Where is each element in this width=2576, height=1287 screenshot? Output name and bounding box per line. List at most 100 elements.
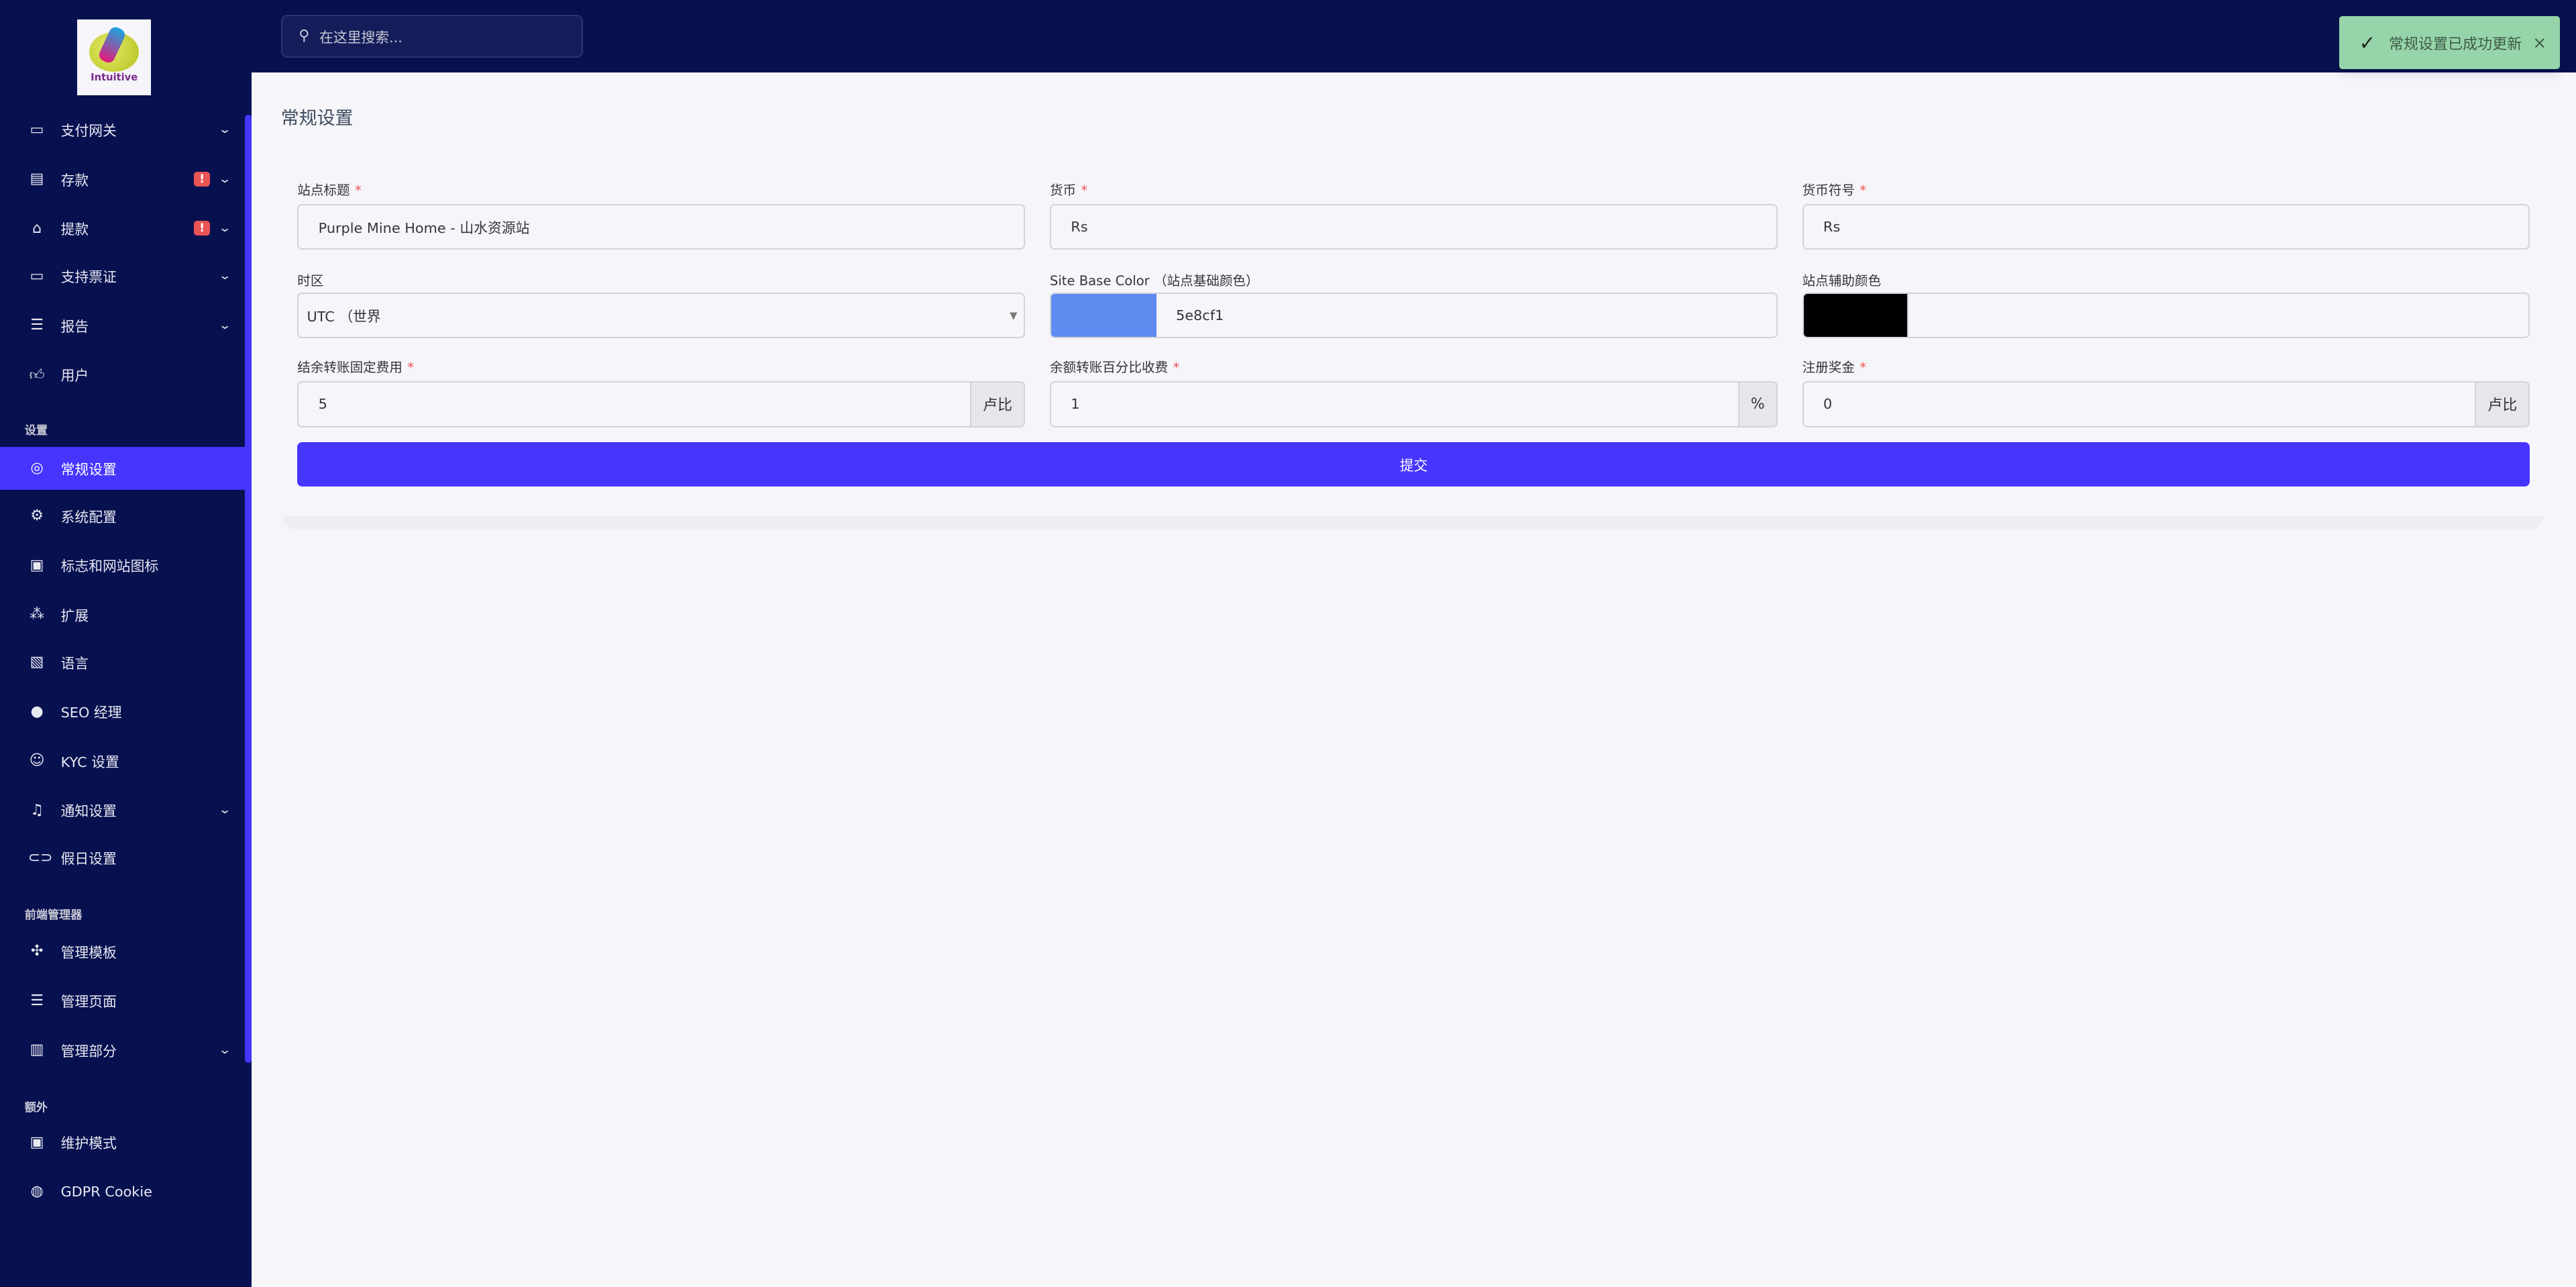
currency-suffix: 卢比: [2475, 382, 2529, 426]
robot-icon: ▣: [30, 1133, 44, 1151]
sidebar-item[interactable]: ✣ 管理模板: [0, 930, 245, 973]
bank-icon: ⌂: [32, 219, 42, 237]
search-placeholder: 在这里搜索...: [319, 29, 402, 46]
sidebar-item-label: SEO 经理: [60, 705, 122, 721]
globe-icon: ●: [30, 703, 44, 720]
language-icon: ▧: [30, 654, 44, 671]
alert-badge: !: [193, 171, 211, 187]
currency-symbol-label: 货币符号 *: [1802, 182, 1867, 198]
sidebar-item[interactable]: ☰ 报告 ⌄: [0, 304, 245, 347]
sidebar-item-label: 报告: [60, 318, 89, 335]
sidebar-item[interactable]: ☺ KYC 设置: [0, 739, 245, 782]
sidebar-item-label: 存款: [60, 172, 89, 189]
sidebar-item-label: 维护模式: [60, 1135, 117, 1152]
sidebar-item-label: 管理部分: [60, 1043, 117, 1060]
puzzle-icon: ✣: [30, 943, 44, 960]
sidebar-item[interactable]: ◎ 常规设置: [0, 447, 245, 490]
search-icon: ⚲: [299, 28, 310, 45]
sidebar-item[interactable]: ▣ 标志和网站图标: [0, 544, 245, 587]
list-icon: ☰: [30, 992, 44, 1009]
fixed-charge-label: 结余转账固定费用 *: [297, 360, 415, 376]
base-color-swatch[interactable]: [1051, 293, 1157, 338]
sidebar-item-label: 语言: [60, 655, 89, 672]
chevron-down-icon: ⌄: [218, 172, 232, 186]
sidebar-section-label: 前端管理器: [24, 909, 83, 923]
submit-button[interactable]: 提交: [297, 442, 2530, 486]
logo[interactable]: Intuitive: [77, 19, 152, 96]
page-title: 常规设置: [280, 108, 354, 130]
chevron-down-icon: ⌄: [218, 1043, 232, 1057]
gear-icon: ⚙: [30, 507, 44, 525]
check-icon: ✓: [2359, 31, 2376, 54]
chevron-down-icon: ⌄: [218, 269, 232, 283]
search-input[interactable]: ⚲ 在这里搜索...: [280, 15, 584, 58]
sidebar-item[interactable]: ● SEO 经理: [0, 690, 245, 733]
chevron-down-icon: ⌄: [218, 803, 232, 817]
sidebar-item-label: 常规设置: [60, 461, 117, 478]
sidebar-item-label: 管理页面: [60, 994, 117, 1011]
cubes-icon: ⁂: [30, 606, 45, 623]
chevron-down-icon: ⌄: [218, 318, 232, 332]
html5-icon: ▥: [30, 1041, 44, 1059]
sidebar-item[interactable]: ▥ 管理部分 ⌄: [0, 1029, 245, 1072]
image-icon: ▣: [30, 556, 44, 574]
sidebar-item-label: 假日设置: [60, 851, 117, 868]
list-icon: ☰: [30, 317, 44, 334]
logo-text: Intuitive: [91, 71, 138, 83]
sidebar-item[interactable]: ♫ 通知设置 ⌄: [0, 789, 245, 832]
ticket-icon: ▭: [30, 267, 44, 285]
sidebar-item[interactable]: ▧ 语言: [0, 641, 245, 684]
percent-suffix: %: [1737, 382, 1776, 426]
dropdown-arrow-icon: ▼: [1010, 309, 1018, 321]
sidebar-item-label: 支持票证: [60, 269, 117, 286]
sidebar-item-label: 通知设置: [60, 803, 117, 820]
currency-suffix: 卢比: [969, 382, 1024, 426]
sidebar-item[interactable]: ▭ 支付网关 ⌄: [0, 109, 245, 152]
sidebar-scrollbar[interactable]: [244, 115, 252, 1064]
currency-symbol-input[interactable]: Rs: [1802, 203, 2530, 250]
chevron-down-icon: ⌄: [218, 123, 232, 137]
sidebar-item[interactable]: ▤ 存款! ⌄: [0, 158, 245, 201]
close-icon[interactable]: ×: [2532, 33, 2546, 53]
fixed-charge-input[interactable]: 5 卢比: [297, 381, 1026, 427]
toast-message: 常规设置已成功更新: [2388, 36, 2522, 53]
site-title-input[interactable]: Purple Mine Home - 山水资源站: [297, 203, 1026, 250]
sidebar-item[interactable]: ⚙ 系统配置: [0, 495, 245, 537]
chevron-down-icon: ⌄: [218, 221, 232, 236]
bell-icon: ♫: [30, 801, 44, 819]
sidebar-item[interactable]: ▣ 维护模式: [0, 1121, 245, 1164]
top-header: [251, 0, 2576, 72]
timezone-label: 时区: [297, 272, 324, 289]
sidebar-item[interactable]: ◍ GDPR Cookie: [0, 1170, 245, 1213]
percent-charge-input[interactable]: 1%: [1049, 381, 1778, 427]
toggle-icon: ⊂⊃: [28, 849, 53, 866]
sidebar-item[interactable]: ⊂⊃ 假日设置: [0, 837, 245, 880]
currency-input[interactable]: Rs: [1049, 203, 1778, 250]
deposit-icon: ▤: [30, 170, 44, 188]
secondary-color-swatch[interactable]: [1803, 293, 1909, 338]
signup-bonus-input[interactable]: 0 卢比: [1802, 381, 2530, 427]
sidebar-item-label: 提款: [60, 221, 89, 238]
base-color-input[interactable]: 5e8cf1: [1049, 292, 1778, 339]
sidebar-item[interactable]: ⌂ 提款! ⌄: [0, 207, 245, 250]
card-bottom: [282, 515, 2544, 529]
sidebar-item[interactable]: 👍︎ 用户: [0, 354, 245, 397]
cookie-icon: ◍: [30, 1183, 44, 1200]
sidebar-section-label: 额外: [24, 1100, 48, 1115]
sidebar-item[interactable]: ☰ 管理页面: [0, 980, 245, 1023]
sidebar-item[interactable]: ▭ 支持票证 ⌄: [0, 255, 245, 298]
base-color-label: Site Base Color （站点基础颜色）: [1049, 272, 1259, 289]
signup-bonus-label: 注册奖金 *: [1802, 360, 1867, 376]
currency-label: 货币 *: [1049, 182, 1088, 198]
sidebar-item-label: 管理模板: [60, 944, 117, 961]
credit-card-icon: ▭: [30, 121, 44, 138]
sidebar-item-label: 用户: [60, 368, 89, 384]
secondary-color-input[interactable]: [1802, 292, 2530, 339]
sidebar-item-label: 支付网关: [60, 123, 117, 140]
sidebar-item-label: 系统配置: [60, 509, 117, 525]
user-check-icon: ☺: [29, 752, 45, 770]
sidebar-item[interactable]: ⁂ 扩展: [0, 593, 245, 636]
sidebar-item-label: GDPR Cookie: [60, 1183, 152, 1200]
timezone-select[interactable]: UTC （世界 ▼: [297, 292, 1026, 339]
success-toast: ✓ 常规设置已成功更新 ×: [2339, 16, 2560, 69]
